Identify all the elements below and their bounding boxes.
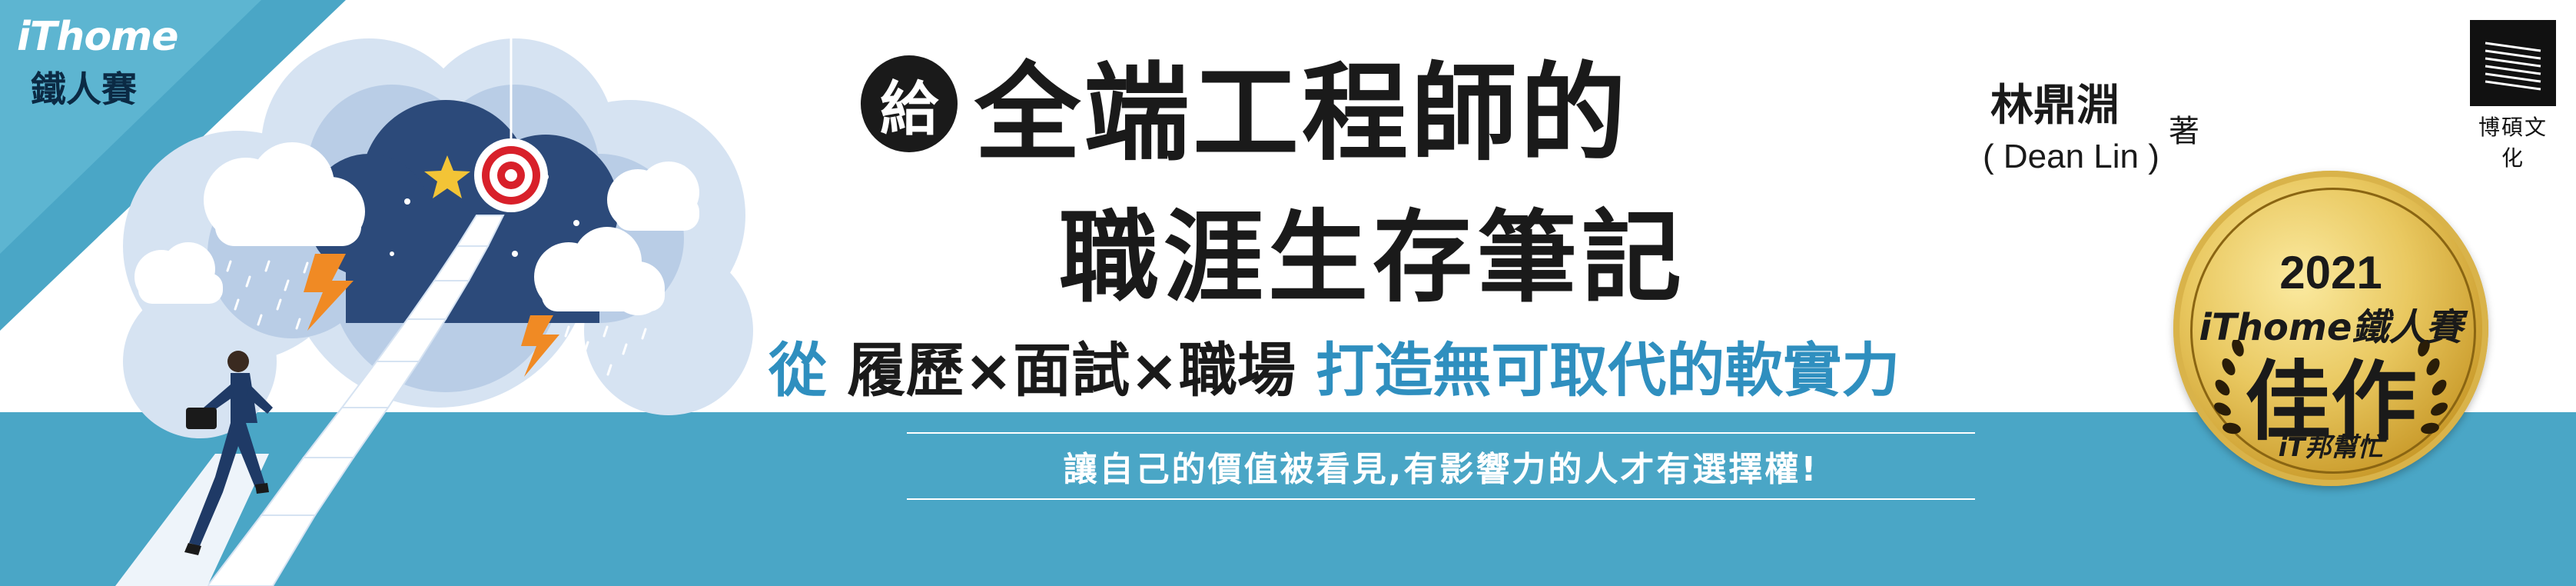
career-illustration [115,38,753,586]
rain-cloud-icon [534,227,665,315]
subtitle: 從 履歷×面試×職場 打造無可取代的軟實力 [768,323,1900,408]
lightning-icon [304,254,354,331]
lightning-icon [521,315,559,377]
award-brand: iThome鐵人賽 [2199,306,2463,349]
target-icon [474,138,548,212]
publisher-logo[interactable]: 博碩文化 [2470,20,2556,172]
medal-ring [2190,188,2476,474]
gei-badge: 給 [861,55,958,152]
book-title-line1: 全端工程師的 [974,52,1630,175]
award-title: 佳作 [2245,351,2417,452]
book-title-line2: 職涯生存筆記 [1059,199,1687,316]
author-role: 著 [2169,114,2199,149]
ithome-brand[interactable]: iThome 鐵人賽 [17,14,178,112]
laurel-left-icon [2214,340,2244,435]
tagline-box: 讓自己的價值被看見,有影響力的人才有選擇權! [907,432,1975,500]
rain-cloud-icon [204,142,365,246]
rain-cloud-icon [607,161,699,231]
ithome-logo: iThome [17,14,178,60]
subtitle-middle: 履歷×面試×職場 [847,336,1296,405]
author-name: 林鼎淵 [1990,81,2120,131]
author-block: 林鼎淵 著 ( Dean Lin ) [1983,71,2199,176]
tagline: 讓自己的價值被看見,有影響力的人才有選擇權! [1063,450,1819,489]
subtitle-tail: 打造無可取代的軟實力 [1316,336,1900,405]
ironman-event-label: 鐵人賽 [31,68,137,110]
subtitle-lead: 從 [768,336,827,405]
publisher-mark-icon [2470,20,2556,106]
award-medal: 2021 iThome鐵人賽 佳作 iT邦幫忙 [2173,171,2488,486]
author-english-name: ( Dean Lin ) [1983,138,2159,175]
white-path [115,454,269,586]
stairs-icon [206,215,505,586]
star-icon [424,155,470,198]
award-helper: iT邦幫忙 [2278,432,2384,463]
rain-cloud-icon [134,242,223,304]
publisher-name: 博碩文化 [2478,115,2548,171]
laurel-right-icon [2418,340,2448,435]
award-year: 2021 [2279,247,2382,298]
rain-drops [226,260,647,376]
businessman-figure [184,351,273,555]
